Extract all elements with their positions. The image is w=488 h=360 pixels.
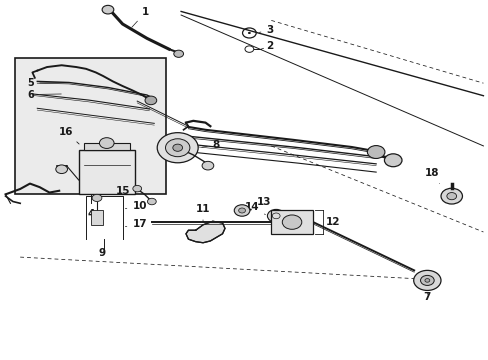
Text: 16: 16	[59, 127, 79, 144]
Text: 2: 2	[261, 41, 273, 51]
Circle shape	[446, 193, 456, 200]
Circle shape	[384, 154, 401, 167]
Text: 17: 17	[125, 219, 147, 229]
Bar	[91, 211, 103, 225]
Circle shape	[420, 275, 433, 285]
Circle shape	[165, 139, 189, 157]
Text: 14: 14	[244, 202, 265, 215]
Text: 10: 10	[125, 201, 146, 211]
Text: 13: 13	[250, 197, 271, 211]
Circle shape	[238, 208, 245, 213]
Text: 5: 5	[27, 78, 66, 88]
Circle shape	[102, 5, 114, 14]
FancyBboxPatch shape	[79, 149, 135, 194]
Circle shape	[157, 133, 198, 163]
Circle shape	[424, 279, 429, 282]
Circle shape	[92, 194, 102, 202]
Circle shape	[247, 32, 250, 34]
Text: 6: 6	[27, 90, 61, 99]
Circle shape	[366, 145, 384, 158]
Circle shape	[202, 161, 213, 170]
Text: 8: 8	[202, 140, 220, 150]
Circle shape	[172, 144, 182, 151]
Polygon shape	[185, 221, 224, 243]
Text: 11: 11	[195, 204, 210, 222]
Text: 12: 12	[325, 217, 340, 227]
Text: 1: 1	[131, 7, 149, 27]
Circle shape	[133, 185, 142, 192]
Circle shape	[147, 198, 156, 205]
Circle shape	[440, 188, 462, 204]
Circle shape	[56, 165, 67, 174]
Text: 9: 9	[98, 248, 105, 258]
Text: 7: 7	[423, 292, 430, 302]
Bar	[83, 143, 130, 149]
Circle shape	[145, 96, 157, 105]
Circle shape	[99, 138, 114, 148]
Text: 4: 4	[87, 209, 94, 219]
Circle shape	[234, 205, 249, 216]
Circle shape	[173, 50, 183, 57]
Bar	[15, 58, 166, 194]
Text: 3: 3	[259, 25, 273, 35]
Circle shape	[413, 270, 440, 291]
Circle shape	[267, 210, 285, 222]
Circle shape	[282, 215, 301, 229]
Bar	[271, 211, 312, 234]
Text: 18: 18	[424, 168, 439, 184]
Text: 15: 15	[115, 186, 130, 195]
